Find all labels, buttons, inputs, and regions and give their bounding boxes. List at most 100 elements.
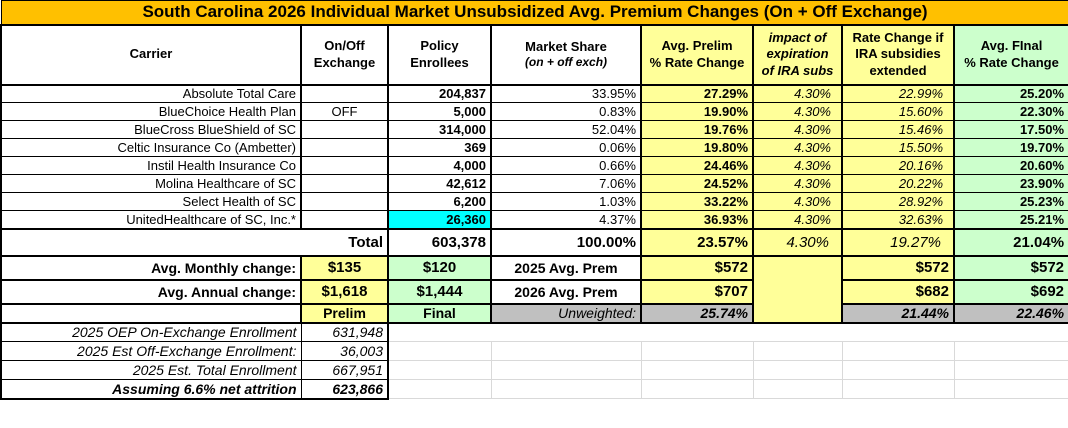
market-share-cell: 0.06% xyxy=(490,138,642,157)
col-header-carrier: Carrier xyxy=(0,23,302,86)
empty-cell xyxy=(953,341,1068,361)
ira-impact-cell: 4.30% xyxy=(752,102,843,121)
empty-cell xyxy=(752,341,843,361)
carrier-row: BlueCross BlueShield of SC 314,000 52.04… xyxy=(0,120,1068,139)
market-share-cell: 1.03% xyxy=(490,192,642,211)
final-change-cell: 19.70% xyxy=(952,138,1068,157)
enrollment-note-row: 2025 OEP On-Exchange Enrollment 631,948 xyxy=(0,322,1068,342)
exchange-cell xyxy=(300,84,389,103)
extended-change-cell: 20.16% xyxy=(841,156,955,175)
prem-2025-extended: $572 xyxy=(841,254,955,281)
ira-impact-cell: 4.30% xyxy=(752,192,843,211)
monthly-prelim-amount: $135 xyxy=(300,254,389,281)
note-label-cell: 2025 Est Off-Exchange Enrollment: xyxy=(0,341,302,361)
empty-cell xyxy=(490,360,642,380)
prelim-change-cell: 27.29% xyxy=(640,84,754,103)
exchange-cell xyxy=(300,192,389,211)
carrier-row: Instil Health Insurance Co 4,000 0.66% 2… xyxy=(0,156,1068,175)
total-row: Total 603,378 100.00% 23.57% 4.30% 19.27… xyxy=(0,227,1068,257)
enrollees-cell: 42,612 xyxy=(387,174,492,193)
empty-cell xyxy=(954,323,1068,342)
final-change-cell: 20.60% xyxy=(952,156,1068,175)
extended-change-cell: 32.63% xyxy=(841,210,955,229)
empty-cell xyxy=(388,323,491,342)
empty-cell xyxy=(387,341,492,361)
annual-prelim-amount: $1,618 xyxy=(300,278,389,305)
empty-cell xyxy=(490,341,642,361)
empty-cell xyxy=(387,360,492,380)
market-share-label: Market Share xyxy=(525,38,607,54)
final-change-cell: 25.23% xyxy=(952,192,1068,211)
col-header-prelim-change: Avg. Prelim % Rate Change xyxy=(640,23,754,86)
exchange-cell xyxy=(300,138,389,157)
empty-cell xyxy=(640,360,754,380)
col-header-extended-change: Rate Change if IRA subsidies extended xyxy=(841,23,955,86)
carrier-name-cell: Molina Healthcare of SC xyxy=(0,174,302,193)
extended-change-cell: 28.92% xyxy=(841,192,955,211)
enrollees-cell: 5,000 xyxy=(387,102,492,121)
total-extended-change-cell: 19.27% xyxy=(841,227,955,257)
exchange-cell xyxy=(300,156,389,175)
note-value-cell: 623,866 xyxy=(300,379,389,400)
col-header-market-share: Market Share (on + off exch) xyxy=(490,23,642,86)
extended-change-cell: 15.50% xyxy=(841,138,955,157)
final-change-cell: 23.90% xyxy=(952,174,1068,193)
enrollees-cell: 369 xyxy=(387,138,492,157)
market-share-cell: 4.37% xyxy=(490,210,642,229)
carrier-name-cell: BlueChoice Health Plan xyxy=(0,102,302,121)
empty-cell xyxy=(491,323,641,342)
carrier-row: UnitedHealthcare of SC, Inc.* 26,360 4.3… xyxy=(0,210,1068,229)
empty-cell xyxy=(842,323,954,342)
market-share-sublabel: (on + off exch) xyxy=(524,55,608,70)
monthly-change-label: Avg. Monthly change: xyxy=(0,254,302,281)
unweighted-extended: 21.44% xyxy=(841,302,955,324)
prem-2026-label: 2026 Avg. Prem xyxy=(490,278,642,305)
ira-impact-cell: 4.30% xyxy=(752,174,843,193)
carrier-row: BlueChoice Health Plan OFF 5,000 0.83% 1… xyxy=(0,102,1068,121)
empty-cell xyxy=(841,360,955,380)
prelim-change-cell: 36.93% xyxy=(640,210,754,229)
empty-cell xyxy=(641,323,753,342)
col-header-final-change: Avg. FInal % Rate Change xyxy=(952,23,1068,86)
empty-cell xyxy=(953,379,1068,399)
market-share-cell: 52.04% xyxy=(490,120,642,139)
carrier-row: Absolute Total Care 204,837 33.95% 27.29… xyxy=(0,84,1068,103)
enrollees-cell: 6,200 xyxy=(387,192,492,211)
annual-change-label: Avg. Annual change: xyxy=(0,278,302,305)
col-header-exchange: On/Off Exchange xyxy=(300,23,389,86)
exchange-cell xyxy=(300,174,389,193)
table-title: South Carolina 2026 Individual Market Un… xyxy=(0,0,1068,26)
total-prelim-change-cell: 23.57% xyxy=(640,227,754,257)
empty-cell xyxy=(753,323,842,342)
total-ira-impact-cell: 4.30% xyxy=(752,227,843,257)
ira-impact-cell: 4.30% xyxy=(752,210,843,229)
note-value-cell: 36,003 xyxy=(300,341,389,361)
ira-impact-merged-cell xyxy=(752,254,843,324)
exchange-cell xyxy=(300,120,389,139)
note-value-cell: 631,948 xyxy=(300,322,389,342)
carrier-name-cell: Celtic Insurance Co (Ambetter) xyxy=(0,138,302,157)
prelim-change-cell: 19.80% xyxy=(640,138,754,157)
prem-2026-prelim: $707 xyxy=(640,278,754,305)
empty-cell xyxy=(387,379,492,399)
enrollment-note-row: Assuming 6.6% net attrition 623,866 xyxy=(0,379,1068,400)
carrier-row: Molina Healthcare of SC 42,612 7.06% 24.… xyxy=(0,174,1068,193)
market-share-cell: 0.66% xyxy=(490,156,642,175)
unweighted-label: Unweighted: xyxy=(490,302,642,324)
header-row: Carrier On/Off Exchange Policy Enrollees… xyxy=(0,23,1068,86)
extended-change-cell: 20.22% xyxy=(841,174,955,193)
final-change-cell: 17.50% xyxy=(952,120,1068,139)
final-change-cell: 25.21% xyxy=(952,210,1068,229)
unweighted-prelim: 25.74% xyxy=(640,302,754,324)
title-row: South Carolina 2026 Individual Market Un… xyxy=(0,0,1068,26)
prem-2026-final: $692 xyxy=(952,278,1068,305)
col-header-ira-impact: impact of expiration of IRA subs xyxy=(752,23,843,86)
carrier-name-cell: Instil Health Insurance Co xyxy=(0,156,302,175)
prelim-final-tag-row: Prelim Final Unweighted: 25.74% 21.44% 2… xyxy=(0,302,1068,324)
total-label-cell: Total xyxy=(0,227,389,257)
carrier-name-cell: BlueCross BlueShield of SC xyxy=(0,120,302,139)
total-final-change-cell: 21.04% xyxy=(952,227,1068,257)
market-share-cell: 7.06% xyxy=(490,174,642,193)
ira-impact-cell: 4.30% xyxy=(752,120,843,139)
prem-2026-extended: $682 xyxy=(841,278,955,305)
